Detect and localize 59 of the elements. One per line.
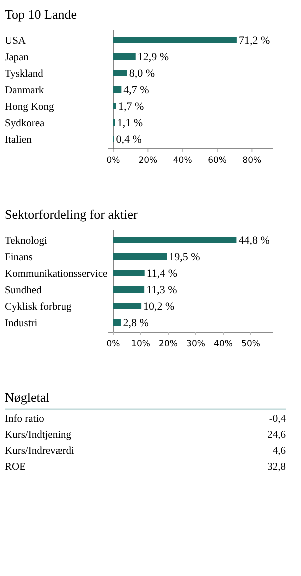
- x-tick-label: 20%: [159, 340, 178, 350]
- x-tick-label: 80%: [242, 156, 262, 166]
- category-label: Info ratio: [5, 414, 44, 425]
- data-label: 19,5 %: [169, 252, 200, 264]
- y-tick-label: Italien: [5, 135, 33, 146]
- bar: [114, 286, 145, 293]
- data-label: 10,2 %: [144, 301, 175, 313]
- bar: [114, 303, 142, 310]
- data-label: 71,2 %: [238, 35, 270, 47]
- y-tick-label: Japan: [5, 52, 30, 64]
- y-tick-label: Tyskland: [5, 69, 44, 80]
- text: 32,8: [268, 462, 286, 473]
- y-tick-label: Industri: [5, 318, 38, 330]
- text: Nøgletal: [5, 390, 50, 405]
- x-tick-label: 60%: [208, 156, 227, 166]
- bar: [114, 54, 136, 60]
- x-tick-label: 30%: [186, 340, 206, 350]
- chart-title: Top 10 Lande: [5, 7, 78, 22]
- category-label: ROE: [5, 462, 26, 473]
- bar: [114, 86, 122, 93]
- data-label: 12,9 %: [138, 52, 170, 64]
- chart-title: Sektorfordeling for aktier: [5, 207, 139, 222]
- data-label: 4,7 %: [124, 84, 150, 96]
- y-tick-label: Danmark: [5, 86, 45, 96]
- category-label: Kurs/Indtjening: [5, 430, 72, 441]
- data-label: 11,4 %: [146, 268, 178, 280]
- y-tick-label: Teknologi: [5, 236, 48, 247]
- x-tick-label: 50%: [242, 340, 260, 350]
- text: 4,6: [272, 446, 286, 457]
- x-tick-label: 10%: [132, 340, 150, 350]
- bar: [114, 320, 122, 326]
- y-tick-label: Sundhed: [5, 286, 42, 296]
- x-tick-label: 40%: [173, 156, 192, 166]
- x-tick-label: 0%: [106, 340, 120, 350]
- y-tick-label: Finans: [5, 252, 34, 264]
- x-tick-label: 40%: [214, 340, 233, 350]
- y-tick-label: Hong Kong: [5, 102, 56, 113]
- y-tick-label: USA: [5, 36, 26, 47]
- text: 24,6: [268, 430, 286, 441]
- bar: [114, 270, 145, 276]
- bar: [114, 237, 237, 244]
- bar: [114, 37, 237, 44]
- text: -0,4: [269, 414, 286, 425]
- bar: [114, 103, 116, 110]
- x-tick-label: 20%: [138, 156, 158, 166]
- data-label: 1,1 %: [117, 118, 144, 130]
- data-label: 44,8 %: [238, 235, 270, 247]
- y-tick-label: Kommunikationsservice: [5, 269, 108, 280]
- data-label: 1,7 %: [118, 101, 144, 113]
- data-label: 2,8 %: [123, 318, 149, 330]
- category-label: Kurs/Indreværdi: [5, 446, 74, 457]
- y-tick-label: Sydkorea: [5, 118, 45, 130]
- y-tick-label: Cyklisk forbrug: [5, 302, 73, 313]
- data-label: 8,0 %: [129, 68, 156, 80]
- data-label: 11,3 %: [146, 284, 178, 296]
- x-tick-label: 0%: [106, 156, 120, 166]
- data-label: 0,4 %: [116, 134, 142, 146]
- bar: [114, 70, 128, 76]
- bar: [114, 254, 168, 260]
